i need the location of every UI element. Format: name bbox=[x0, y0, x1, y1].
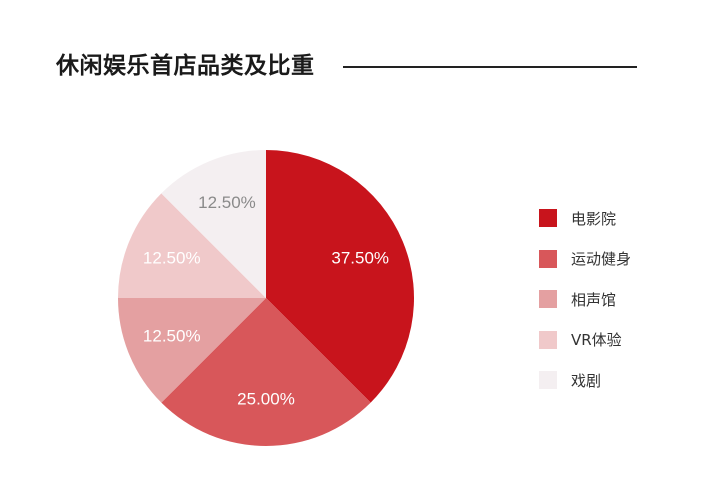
legend-swatch bbox=[539, 371, 557, 390]
legend-label: 相声馆 bbox=[571, 290, 617, 309]
legend-swatch bbox=[539, 249, 557, 268]
slice-label-fitness: 25.00% bbox=[237, 389, 295, 408]
slice-label-vr: 12.50% bbox=[143, 248, 201, 267]
slice-label-cinema: 37.50% bbox=[331, 248, 389, 267]
legend-label: VR体验 bbox=[571, 331, 622, 350]
legend-item-cinema: 电影院 bbox=[539, 198, 709, 239]
legend-item-vr: VR体验 bbox=[539, 320, 709, 361]
legend-item-theatre: 戏剧 bbox=[539, 360, 709, 401]
legend-label: 运动健身 bbox=[571, 250, 632, 269]
legend-swatch bbox=[539, 330, 557, 349]
chart-title: 休闲娱乐首店品类及比重 bbox=[56, 53, 315, 79]
legend-swatch bbox=[539, 209, 557, 228]
legend-item-fitness: 运动健身 bbox=[539, 239, 709, 280]
pie-slice-theatre bbox=[161, 150, 266, 298]
legend-label: 戏剧 bbox=[571, 371, 602, 390]
chart-legend: 电影院 运动健身 相声馆 VR体验 戏剧 bbox=[539, 198, 709, 401]
pie-slice-crosstalk bbox=[118, 298, 266, 403]
slice-label-crosstalk: 12.50% bbox=[143, 327, 201, 346]
slice-label-theatre: 12.50% bbox=[198, 193, 256, 212]
legend-swatch bbox=[539, 290, 557, 309]
legend-label: 电影院 bbox=[571, 209, 617, 228]
pie-slice-cinema bbox=[266, 150, 415, 403]
title-divider bbox=[343, 66, 637, 68]
legend-item-crosstalk: 相声馆 bbox=[539, 279, 709, 320]
pie-slice-fitness bbox=[161, 298, 371, 446]
pie-slice-vr bbox=[118, 193, 266, 298]
